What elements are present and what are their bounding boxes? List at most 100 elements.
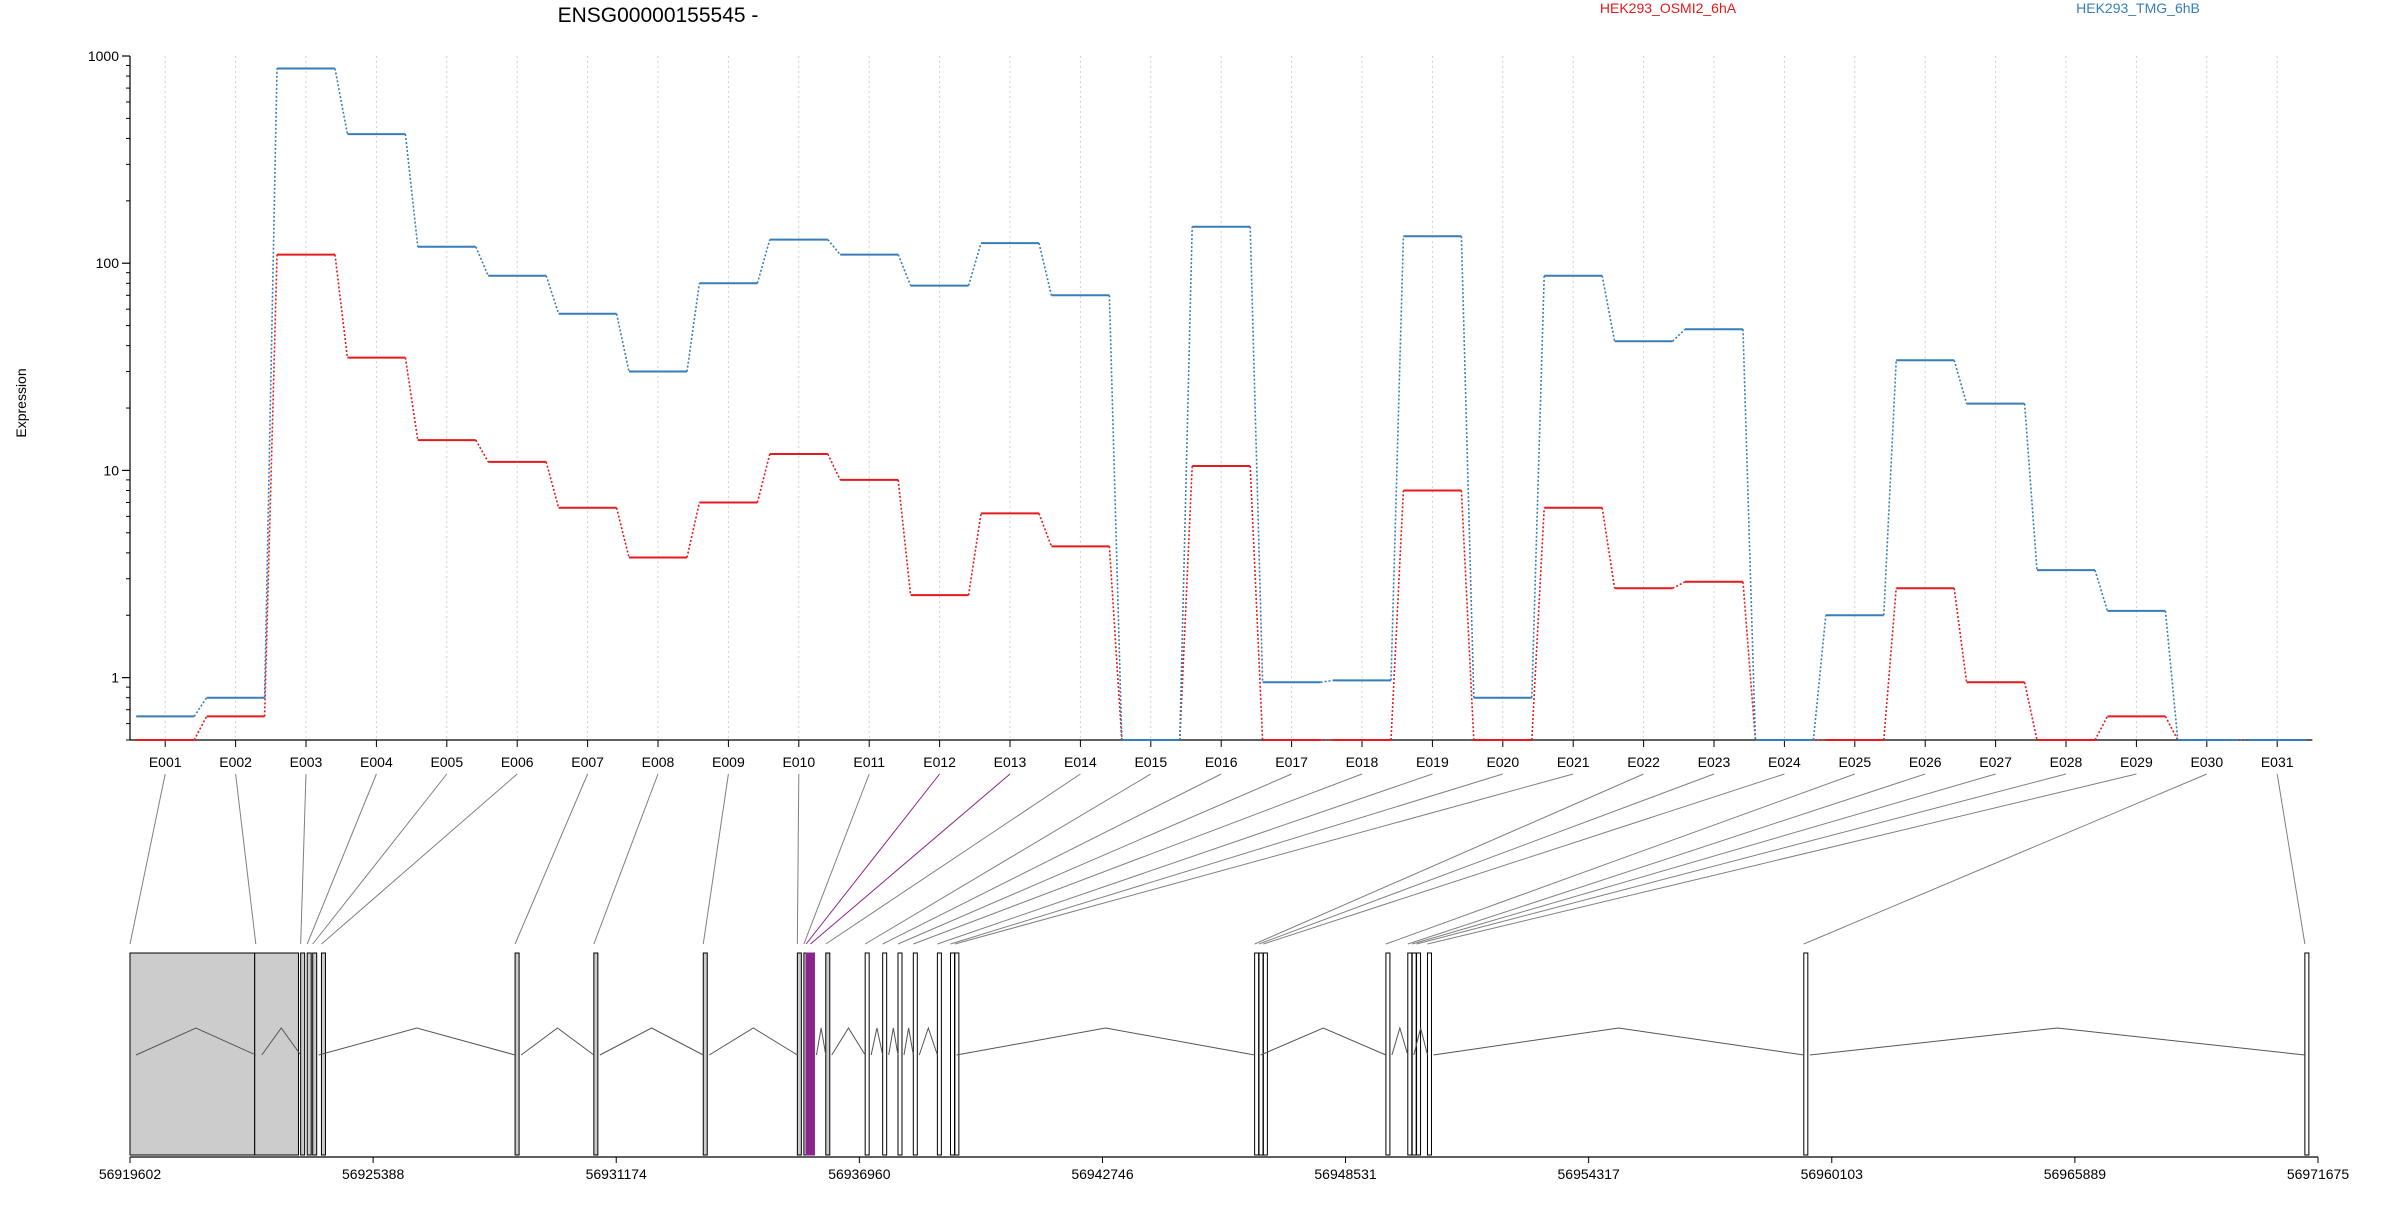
exon-box	[254, 952, 299, 1156]
exon-connector	[321, 773, 518, 945]
x-tick-label: E022	[1627, 754, 1660, 770]
exon-box	[912, 952, 918, 1156]
exon-connector	[702, 773, 729, 945]
intron-line	[1433, 1027, 1804, 1056]
exon-box	[897, 952, 903, 1156]
legend-label-osmi2: HEK293_OSMI2_6hA	[1600, 0, 1737, 16]
exon-connector	[514, 773, 589, 945]
exon-connector	[1416, 773, 2067, 945]
exon-connector	[1412, 773, 1996, 945]
series-link	[1179, 226, 1193, 741]
series-link	[1672, 581, 1686, 589]
exon-connector	[235, 773, 257, 945]
exon-connector	[1407, 773, 1926, 945]
x-tick-label: E006	[501, 754, 534, 770]
x-tick-label: E027	[1979, 754, 2012, 770]
series-link	[615, 313, 630, 372]
series-link	[1249, 465, 1264, 741]
x-tick-label: E018	[1346, 754, 1379, 770]
x-tick-label: E007	[571, 754, 604, 770]
series-link	[1953, 360, 1968, 404]
x-tick-label: E011	[853, 754, 885, 770]
series-link	[1601, 275, 1616, 342]
exon-box	[306, 952, 312, 1156]
axes: 1 10 100 1000	[88, 48, 2313, 747]
exon-box	[129, 952, 256, 1156]
genomic-tick-label: 56925388	[342, 1166, 405, 1182]
exon-box	[702, 952, 708, 1156]
genomic-tick-label: 56960103	[1801, 1166, 1864, 1182]
series-link	[1320, 679, 1334, 684]
series-link	[1883, 588, 1897, 741]
exon-connector	[796, 773, 800, 945]
exon-connector	[2276, 773, 2306, 945]
series-link	[1531, 507, 1545, 741]
exon-connector	[1258, 773, 1715, 945]
exon-box	[593, 952, 599, 1156]
exon-box	[1426, 952, 1432, 1156]
series-link	[263, 254, 278, 717]
intron-line	[520, 1027, 595, 1056]
genomic-tick-label: 56948531	[1314, 1166, 1377, 1182]
series-link	[1038, 242, 1053, 296]
y-tick-label: 100	[96, 255, 120, 271]
exon-connector	[897, 773, 1292, 945]
exon-box	[954, 952, 960, 1156]
series-link	[967, 242, 982, 286]
x-tick-label: E031	[2261, 754, 2294, 770]
genomic-tick-label: 56971675	[2287, 1166, 2350, 1182]
series-link	[2164, 610, 2179, 741]
y-axis-label: Expression	[13, 368, 29, 437]
x-tick-label: E004	[360, 754, 393, 770]
exon-connector	[954, 773, 1574, 945]
series-0	[136, 253, 2307, 741]
gene-model-track: 56919602 56925388 56931174 56936960 56942746…	[99, 952, 2350, 1182]
series-link	[1812, 615, 1827, 741]
series-link	[475, 246, 489, 277]
y-tick-label: 10	[103, 462, 119, 478]
x-tick-label: E025	[1838, 754, 1871, 770]
x-tick-label: E023	[1698, 754, 1731, 770]
exon-connector	[593, 773, 659, 945]
series-link	[2094, 569, 2109, 612]
series-link	[334, 254, 349, 358]
y-tick-label: 1000	[88, 48, 119, 64]
intron-line	[888, 1027, 899, 1056]
intron-line	[831, 1027, 866, 1056]
y-tick-label: 1	[111, 670, 119, 686]
exon-box	[936, 952, 942, 1156]
exon-connector	[913, 773, 1363, 945]
series-link	[1460, 236, 1475, 698]
series-link	[1953, 588, 1968, 683]
series-link	[1883, 360, 1897, 616]
series-link	[686, 283, 701, 372]
series-layer	[136, 67, 2307, 741]
exon-connector	[937, 773, 1433, 945]
series-link	[1038, 513, 1053, 547]
exon-connector	[306, 773, 377, 945]
genomic-tick-label: 56942746	[1071, 1166, 1134, 1182]
exon-connector	[300, 773, 307, 945]
series-link	[545, 461, 560, 509]
x-tick-label: E021	[1557, 754, 1590, 770]
exon-connector	[803, 773, 870, 945]
genomic-tick-label: 56954317	[1558, 1166, 1621, 1182]
intron-line	[1260, 1027, 1387, 1056]
intron-line	[903, 1027, 914, 1056]
series-link	[1460, 490, 1475, 741]
series-link	[2023, 403, 2038, 571]
intron-line	[870, 1027, 884, 1056]
series-link	[897, 479, 912, 596]
series-link	[686, 502, 701, 558]
x-tick-label: E001	[149, 754, 182, 770]
exon-connector-lines	[129, 773, 2306, 945]
x-tick-label: E030	[2190, 754, 2223, 770]
exon-connector	[825, 773, 1081, 945]
series-link	[1108, 295, 1123, 741]
series-link	[2164, 716, 2179, 741]
x-tick-label: E012	[923, 754, 956, 770]
intron-line	[599, 1027, 704, 1056]
exon-connector	[864, 773, 1152, 945]
chart-title: ENSG00000155545 -	[558, 4, 759, 27]
